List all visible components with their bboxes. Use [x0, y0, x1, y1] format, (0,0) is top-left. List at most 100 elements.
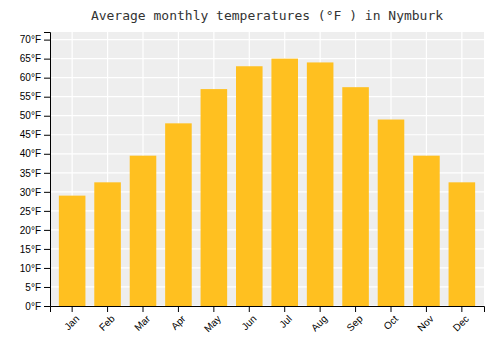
x-tick: Dec	[451, 306, 471, 333]
bar	[201, 89, 228, 306]
x-tick: Aug	[309, 306, 329, 333]
x-tick: Jun	[239, 306, 258, 332]
x-tick: Oct	[381, 306, 400, 332]
y-tick-label: 10°F	[20, 263, 41, 274]
y-grid-line	[50, 134, 484, 135]
x-tick-label: Apr	[169, 313, 188, 332]
y-axis: 0°F 5°F 10°F 15°F 20°F 25°F 30°F 35°F 40°F 45°F 50…	[20, 33, 51, 312]
y-tick: 30°F	[20, 187, 50, 198]
y-tick: 0°F	[25, 301, 50, 312]
y-grid-line	[50, 96, 484, 97]
y-tick-mark	[44, 230, 50, 231]
x-tick: Mar	[132, 306, 152, 333]
y-tick: 45°F	[20, 129, 50, 140]
y-tick-label: 45°F	[20, 129, 41, 140]
y-tick-mark	[44, 287, 50, 288]
x-tick: Jul	[277, 306, 294, 330]
y-grid-line	[50, 115, 484, 116]
y-tick-label: 0°F	[25, 301, 41, 312]
bar	[59, 196, 86, 306]
y-tick: 60°F	[20, 72, 50, 83]
x-tick-mark	[72, 306, 73, 312]
x-tick-mark	[213, 306, 214, 312]
x-tick-label: Oct	[381, 313, 400, 332]
y-tick-mark	[44, 306, 50, 307]
bar	[271, 59, 298, 306]
bar	[307, 62, 334, 306]
y-tick-label: 70°F	[20, 34, 41, 45]
y-tick-mark	[44, 135, 50, 136]
y-tick-label: 60°F	[20, 72, 41, 83]
y-tick-label: 50°F	[20, 110, 41, 121]
y-tick: 35°F	[20, 168, 50, 179]
x-tick-label: Mar	[132, 313, 152, 333]
x-axis-line	[51, 307, 485, 313]
bar	[130, 156, 157, 306]
y-tick-label: 5°F	[25, 282, 41, 293]
x-tick-mark	[107, 306, 108, 312]
grid	[50, 32, 484, 306]
x-tick-label: Nov	[415, 313, 435, 333]
y-tick-mark	[44, 59, 50, 60]
y-tick-label: 55°F	[20, 91, 41, 102]
x-tick-label: Dec	[451, 313, 471, 333]
x-tick-mark	[391, 306, 392, 312]
y-tick-mark	[44, 249, 50, 250]
x-tick: Feb	[97, 306, 117, 333]
y-grid-line	[50, 39, 484, 40]
y-tick: 15°F	[20, 244, 50, 255]
y-grid-line	[50, 77, 484, 78]
y-tick: 20°F	[20, 225, 50, 236]
x-tick-mark	[178, 306, 179, 312]
y-tick-mark	[44, 268, 50, 269]
bar	[94, 182, 121, 306]
y-tick-mark	[44, 97, 50, 98]
x-tick: May	[202, 306, 223, 334]
y-grid-line	[50, 153, 484, 154]
y-tick: 5°F	[25, 282, 50, 293]
plot-background	[50, 32, 484, 306]
y-tick: 10°F	[20, 263, 50, 274]
x-tick-mark	[426, 306, 427, 312]
y-tick-mark	[44, 154, 50, 155]
x-tick-label: Jul	[277, 313, 294, 330]
x-tick-mark	[461, 306, 462, 312]
y-axis-line	[44, 33, 51, 307]
y-tick: 65°F	[20, 53, 50, 64]
x-tick-mark	[355, 306, 356, 312]
bar	[165, 123, 192, 306]
x-tick-mark	[320, 306, 321, 312]
x-tick-label: Sep	[344, 313, 365, 334]
x-tick-mark	[143, 306, 144, 312]
y-tick-label: 25°F	[20, 206, 41, 217]
y-tick-label: 30°F	[20, 187, 41, 198]
y-tick: 55°F	[20, 91, 50, 102]
chart-container: 0°F 5°F 10°F 15°F 20°F 25°F 30°F 35°F 40°F 45°F 50…	[0, 0, 500, 350]
y-tick-mark	[44, 40, 50, 41]
y-tick-mark	[44, 211, 50, 212]
x-tick-label: May	[202, 313, 223, 334]
y-tick-mark	[44, 116, 50, 117]
y-tick: 70°F	[20, 34, 50, 45]
bar	[342, 87, 369, 306]
y-tick: 40°F	[20, 148, 50, 159]
title: Average monthly temperatures (°F ) in Ny…	[91, 8, 443, 23]
x-tick: Jan	[62, 306, 81, 332]
y-tick-label: 40°F	[20, 148, 41, 159]
chart: 0°F 5°F 10°F 15°F 20°F 25°F 30°F 35°F 40°F 45°F 50…	[0, 0, 500, 350]
bar	[378, 120, 405, 306]
y-tick-mark	[44, 78, 50, 79]
bar	[413, 156, 440, 306]
y-tick-label: 65°F	[20, 53, 41, 64]
y-grid-line	[50, 58, 484, 59]
y-tick-label: 20°F	[20, 225, 41, 236]
plot: 0°F 5°F 10°F 15°F 20°F 25°F 30°F 35°F 40°F 45°F 50…	[20, 32, 485, 334]
y-tick-label: 15°F	[20, 244, 41, 255]
bars	[59, 59, 475, 306]
x-axis: Jan Feb Mar Apr May Jun Jul Aug Sep Oct Nov Dec	[51, 306, 485, 334]
bar	[236, 66, 263, 306]
x-tick-label: Aug	[309, 313, 329, 333]
x-tick-mark	[284, 306, 285, 312]
y-tick-mark	[44, 173, 50, 174]
y-tick-mark	[44, 192, 50, 193]
